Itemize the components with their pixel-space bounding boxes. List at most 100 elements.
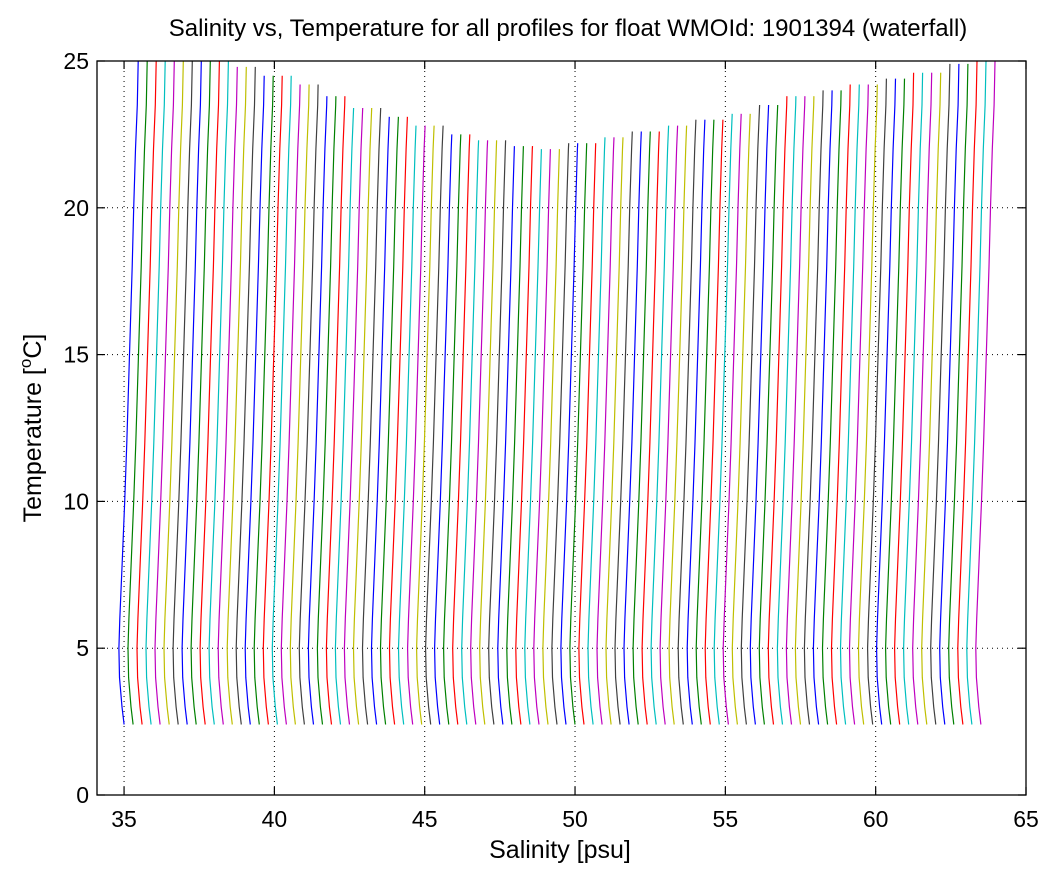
profile-line	[623, 131, 642, 725]
profile-line	[316, 96, 337, 725]
profile-line	[722, 113, 742, 725]
profile-line	[749, 104, 770, 725]
profile-line	[605, 137, 624, 725]
profile-line	[776, 96, 797, 725]
profile-line	[641, 131, 660, 725]
profile-line	[596, 137, 615, 725]
profile-line	[235, 66, 256, 725]
profile-line	[280, 84, 301, 725]
profile-line	[767, 96, 788, 725]
profile-line	[884, 78, 906, 725]
profile-line	[668, 125, 688, 725]
profile-line	[262, 75, 283, 725]
profile-line	[515, 146, 534, 725]
profile-line	[497, 146, 515, 725]
y-axis-label-superscript: o	[16, 359, 35, 368]
profile-line	[542, 149, 560, 725]
profile-line	[803, 90, 824, 725]
profile-line	[704, 119, 724, 725]
profile-line	[479, 140, 498, 725]
profile-line	[506, 146, 524, 725]
profile-line	[812, 90, 833, 725]
x-tick-label: 65	[1013, 806, 1039, 832]
profile-line	[912, 72, 933, 725]
profile-line	[731, 113, 751, 725]
y-tick-label: 0	[76, 782, 89, 808]
profile-line	[957, 60, 978, 725]
axis-ticks: 35 40 45 50 55 60 65 0 5 10 15 20 25	[63, 48, 1038, 832]
y-tick-label: 10	[63, 488, 89, 514]
plot-frame	[96, 60, 1027, 796]
profile-line	[217, 66, 238, 725]
profile-line	[659, 125, 679, 725]
profile-line	[172, 60, 193, 725]
y-tick-label: 5	[76, 635, 89, 661]
profile-line	[461, 140, 480, 725]
profile-line	[199, 60, 220, 725]
x-tick-label: 35	[111, 806, 137, 832]
x-axis-label: Salinity [psu]	[489, 836, 631, 864]
profile-line	[551, 143, 570, 725]
profile-line	[244, 75, 265, 725]
profile-line	[289, 84, 310, 725]
profile-line	[821, 90, 842, 725]
profile-line	[163, 60, 184, 725]
profile-line	[848, 84, 869, 725]
x-tick-label: 45	[412, 806, 438, 832]
profile-line	[578, 143, 597, 725]
chart-title: Salinity vs, Temperature for all profile…	[169, 15, 968, 42]
profile-line	[181, 60, 202, 725]
profile-line	[839, 84, 860, 725]
profile-line	[893, 72, 915, 725]
profile-line	[271, 75, 292, 725]
profile-line	[370, 116, 390, 725]
profile-line	[154, 60, 175, 725]
y-tick-label: 20	[63, 195, 89, 221]
profile-line	[740, 104, 761, 725]
profile-line	[632, 131, 651, 725]
x-tick-label: 50	[562, 806, 588, 832]
profile-line	[569, 143, 588, 725]
profile-line	[975, 60, 996, 725]
profile-line	[407, 125, 426, 725]
profile-line	[930, 63, 951, 725]
y-axis-label-end: C]	[19, 334, 47, 359]
profile-line	[758, 104, 779, 725]
profile-line	[830, 84, 851, 725]
profile-line	[560, 143, 579, 725]
y-tick-label: 25	[63, 48, 89, 74]
x-tick-label: 40	[262, 806, 288, 832]
profile-line	[614, 131, 633, 725]
profile-line	[208, 60, 229, 725]
profile-line	[325, 96, 346, 725]
profile-line	[587, 137, 606, 725]
profile-line	[434, 134, 453, 725]
profile-line	[939, 63, 960, 725]
profile-line	[966, 60, 987, 725]
profile-line	[253, 75, 274, 725]
y-axis-label-main: Temperature [	[19, 368, 47, 522]
profile-line	[388, 116, 408, 725]
profile-line	[298, 84, 319, 725]
profile-line	[307, 96, 328, 725]
profile-line	[397, 125, 417, 725]
profile-line	[921, 72, 942, 725]
profile-line	[948, 63, 969, 725]
profile-line	[902, 72, 924, 725]
profile-line	[379, 116, 399, 725]
y-tick-label: 15	[63, 342, 89, 368]
profile-line	[650, 125, 670, 725]
profile-line	[343, 107, 364, 725]
profile-line	[145, 60, 166, 725]
profile-line	[677, 119, 697, 725]
profile-line	[416, 125, 435, 725]
profile-line	[190, 60, 211, 725]
profile-line	[794, 96, 815, 725]
profile-line	[361, 107, 382, 725]
profile-line	[524, 149, 542, 725]
profile-line	[875, 78, 897, 725]
y-axis-label: Temperature [oC]	[16, 334, 47, 523]
profile-line	[127, 60, 148, 725]
